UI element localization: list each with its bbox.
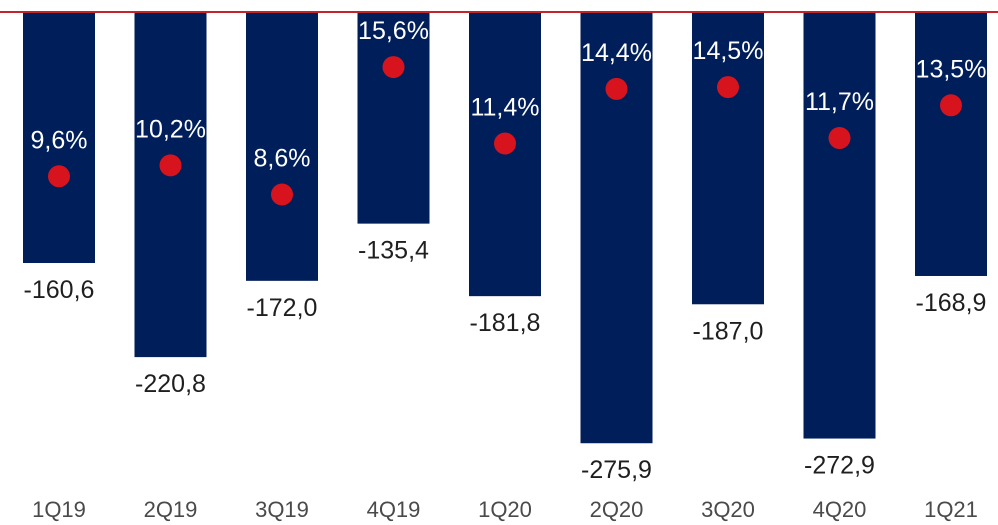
x-tick-label: 1Q19: [32, 497, 86, 522]
x-tick-label: 1Q20: [478, 497, 532, 522]
percent-label: 8,6%: [254, 144, 311, 172]
x-tick-label: 4Q20: [813, 497, 867, 522]
x-tick-label: 3Q20: [701, 497, 755, 522]
percent-label: 15,6%: [358, 17, 429, 45]
percent-label: 13,5%: [916, 55, 987, 83]
percent-marker: [717, 76, 739, 99]
percent-marker: [271, 183, 293, 206]
bar-value-label: -181,8: [470, 309, 541, 337]
percent-markers: [48, 56, 962, 206]
bar-value-label: -168,9: [916, 289, 987, 317]
percent-label: 14,5%: [693, 37, 764, 65]
percent-marker: [159, 154, 182, 177]
x-axis-tick-labels: 1Q19 2Q19 3Q19 4Q19 1Q20 2Q20 3Q20 4Q20 1Q21: [32, 497, 978, 522]
percent-marker: [48, 165, 70, 188]
bar-4Q19: [357, 12, 430, 224]
x-tick-label: 2Q20: [590, 497, 644, 522]
bar-3Q19: [246, 12, 318, 281]
bar-4Q20: [803, 12, 876, 439]
x-tick-label: 1Q21: [924, 497, 978, 522]
bar-1Q21: [915, 12, 987, 276]
percent-label: 10,2%: [135, 115, 206, 143]
percent-marker: [382, 56, 405, 79]
percent-marker: [494, 132, 516, 155]
bar-1Q19: [23, 12, 95, 264]
x-tick-label: 3Q19: [255, 497, 309, 522]
bar-2Q20: [580, 12, 653, 444]
bar-value-label: -272,9: [804, 452, 875, 480]
percent-label: 9,6%: [31, 126, 88, 154]
bar-value-label: -220,8: [135, 370, 206, 398]
percent-marker: [605, 77, 628, 100]
bar-value-label: -135,4: [358, 237, 429, 265]
x-tick-label: 2Q19: [144, 497, 198, 522]
bar-2Q19: [134, 12, 207, 358]
percent-marker: [940, 94, 962, 117]
bar-value-label: -187,0: [693, 317, 764, 345]
percent-labels: 9,6% 10,2% 8,6% 15,6% 11,4% 14,4% 14,5% 11,7% 13…: [31, 17, 987, 172]
bar-value-label: -172,0: [247, 294, 318, 322]
bar-value-labels: -160,6 -220,8 -172,0 -135,4 -181,8 -275,9 -187…: [24, 237, 987, 485]
percent-label: 11,4%: [470, 94, 539, 122]
percent-label: 14,4%: [581, 39, 652, 67]
bar-value-label: -160,6: [24, 276, 95, 304]
percent-marker: [828, 127, 851, 150]
bar-value-label: -275,9: [581, 456, 652, 484]
bar-3Q20: [692, 12, 764, 305]
percent-label: 11,7%: [805, 88, 874, 116]
x-tick-label: 4Q19: [367, 497, 421, 522]
